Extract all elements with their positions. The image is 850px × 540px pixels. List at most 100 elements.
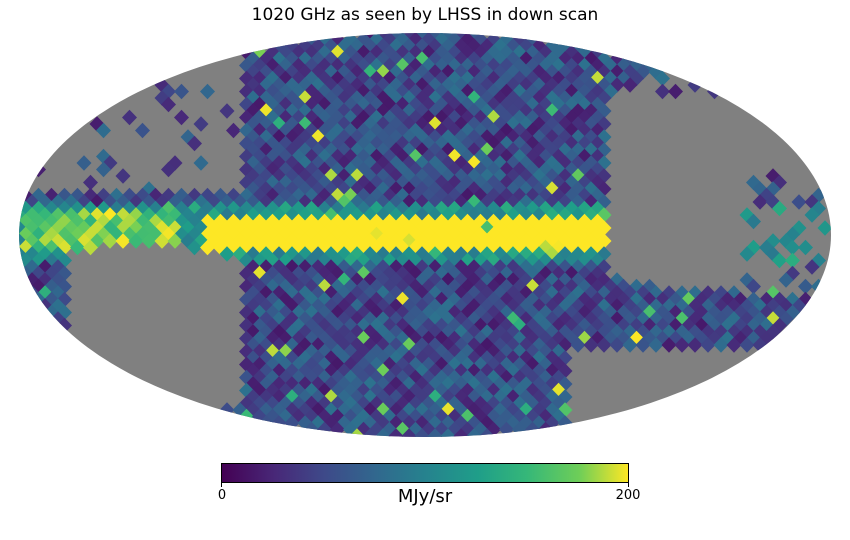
map-pixel: [356, 44, 371, 61]
map-pixel: [252, 44, 267, 61]
map-pixel: [499, 33, 514, 48]
map-pixel: [128, 233, 144, 249]
map-pixel: [512, 33, 527, 48]
map-pixel: [499, 44, 514, 61]
map-pixel: [401, 428, 417, 437]
map-pixel: [525, 44, 540, 61]
map-pixel: [473, 33, 488, 48]
map-pixel: [752, 194, 768, 210]
map-pixel: [421, 44, 436, 61]
map-pixel: [739, 246, 755, 262]
map-pixel: [122, 109, 137, 126]
map-pixel: [141, 233, 157, 249]
map-pixel: [486, 33, 501, 48]
map-pixel: [440, 38, 456, 54]
map-pixel: [726, 337, 742, 353]
map-pixel: [434, 44, 449, 61]
map-pixel: [570, 337, 586, 353]
map-pixel: [746, 278, 761, 295]
map-pixel: [473, 44, 488, 61]
map-pixel: [538, 44, 553, 61]
map-pixel: [382, 44, 397, 61]
map-pixel: [161, 96, 176, 113]
map-pixel: [492, 38, 508, 54]
map-pixel: [785, 239, 800, 256]
map-pixel: [219, 246, 235, 262]
map-pixel: [408, 44, 423, 61]
map-pixel: [174, 83, 189, 100]
map-pixel: [200, 239, 215, 256]
map-pixel: [817, 220, 831, 236]
map-pixel: [453, 38, 469, 54]
map-pixel: [284, 38, 300, 54]
map-pixel: [648, 337, 664, 353]
colorbar-tick-max: [628, 483, 629, 487]
map-pixel: [193, 116, 209, 132]
map-pixel: [460, 33, 475, 48]
map-pixel: [772, 200, 787, 217]
map-pixel: [739, 337, 755, 353]
map-pixel: [382, 33, 397, 48]
map-pixel: [200, 83, 215, 100]
map-pixel: [544, 38, 560, 54]
colorbar-tick-min: [221, 483, 222, 487]
map-pixel: [798, 239, 813, 256]
map-pixel: [512, 44, 527, 61]
map-pixel: [460, 44, 475, 61]
map-pixel: [674, 337, 690, 353]
map-pixel: [486, 44, 501, 61]
map-pixel: [401, 38, 417, 54]
map-pixel: [96, 122, 111, 139]
map-pixel: [304, 44, 319, 61]
map-pixel: [96, 161, 111, 178]
map-pixel: [167, 233, 183, 249]
colorbar-min-label: 0: [217, 488, 227, 503]
map-pixel: [219, 103, 235, 119]
map-pixel: [278, 44, 293, 61]
map-pixel: [791, 194, 807, 210]
map-pixel: [434, 33, 449, 48]
map-pixel: [226, 122, 241, 139]
map-pixel: [349, 38, 365, 54]
map-pixel: [518, 38, 534, 54]
map-pixel: [83, 239, 98, 256]
map-pixel: [310, 38, 326, 54]
map-pixel: [655, 83, 670, 100]
map-pixel: [317, 33, 332, 48]
map-pixel: [187, 135, 202, 152]
map-pixel: [291, 44, 306, 61]
map-pixel: [596, 337, 612, 353]
map-pixel: [356, 33, 371, 48]
map-pixel: [746, 213, 761, 230]
map-pixel: [323, 38, 339, 54]
map-pixel: [713, 337, 729, 353]
healpix-pixels: [19, 33, 831, 437]
map-pixel: [408, 33, 423, 48]
map-pixel: [466, 38, 482, 54]
map-pixel: [343, 33, 358, 48]
map-pixel: [804, 207, 820, 223]
map-pixel: [440, 428, 456, 437]
map-pixel: [564, 44, 579, 61]
map-pixel: [778, 272, 794, 288]
map-pixel: [804, 259, 820, 275]
map-pixel: [362, 38, 378, 54]
map-pixel: [174, 109, 189, 126]
map-pixel: [655, 70, 670, 87]
map-pixel: [369, 33, 384, 48]
map-pixel: [154, 233, 170, 249]
map-pixel: [330, 44, 345, 61]
map-pixel: [135, 122, 150, 139]
map-pixel: [76, 155, 92, 171]
map-title: 1020 GHz as seen by LHSS in down scan: [251, 5, 599, 25]
map-pixel: [772, 252, 787, 269]
map-pixel: [687, 337, 703, 353]
map-pixel: [622, 77, 638, 93]
map-pixel: [369, 44, 384, 61]
map-pixel: [700, 337, 716, 353]
map-pixel: [388, 38, 404, 54]
map-pixel: [427, 428, 443, 437]
map-pixel: [622, 337, 638, 353]
sky-map: [19, 33, 831, 437]
map-pixel: [161, 161, 176, 178]
